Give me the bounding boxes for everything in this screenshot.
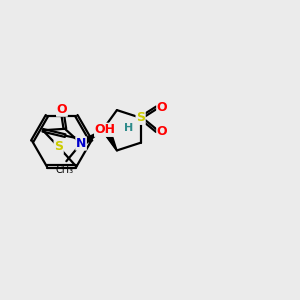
Text: S: S: [54, 140, 63, 154]
Text: N: N: [76, 137, 86, 150]
Text: O: O: [57, 103, 67, 116]
Text: O: O: [157, 101, 167, 114]
Text: H: H: [124, 123, 133, 134]
Polygon shape: [81, 130, 102, 146]
Polygon shape: [107, 134, 117, 150]
Text: OH: OH: [94, 123, 116, 136]
Text: S: S: [136, 111, 145, 124]
Text: CH₃: CH₃: [56, 165, 74, 175]
Text: O: O: [157, 124, 167, 138]
